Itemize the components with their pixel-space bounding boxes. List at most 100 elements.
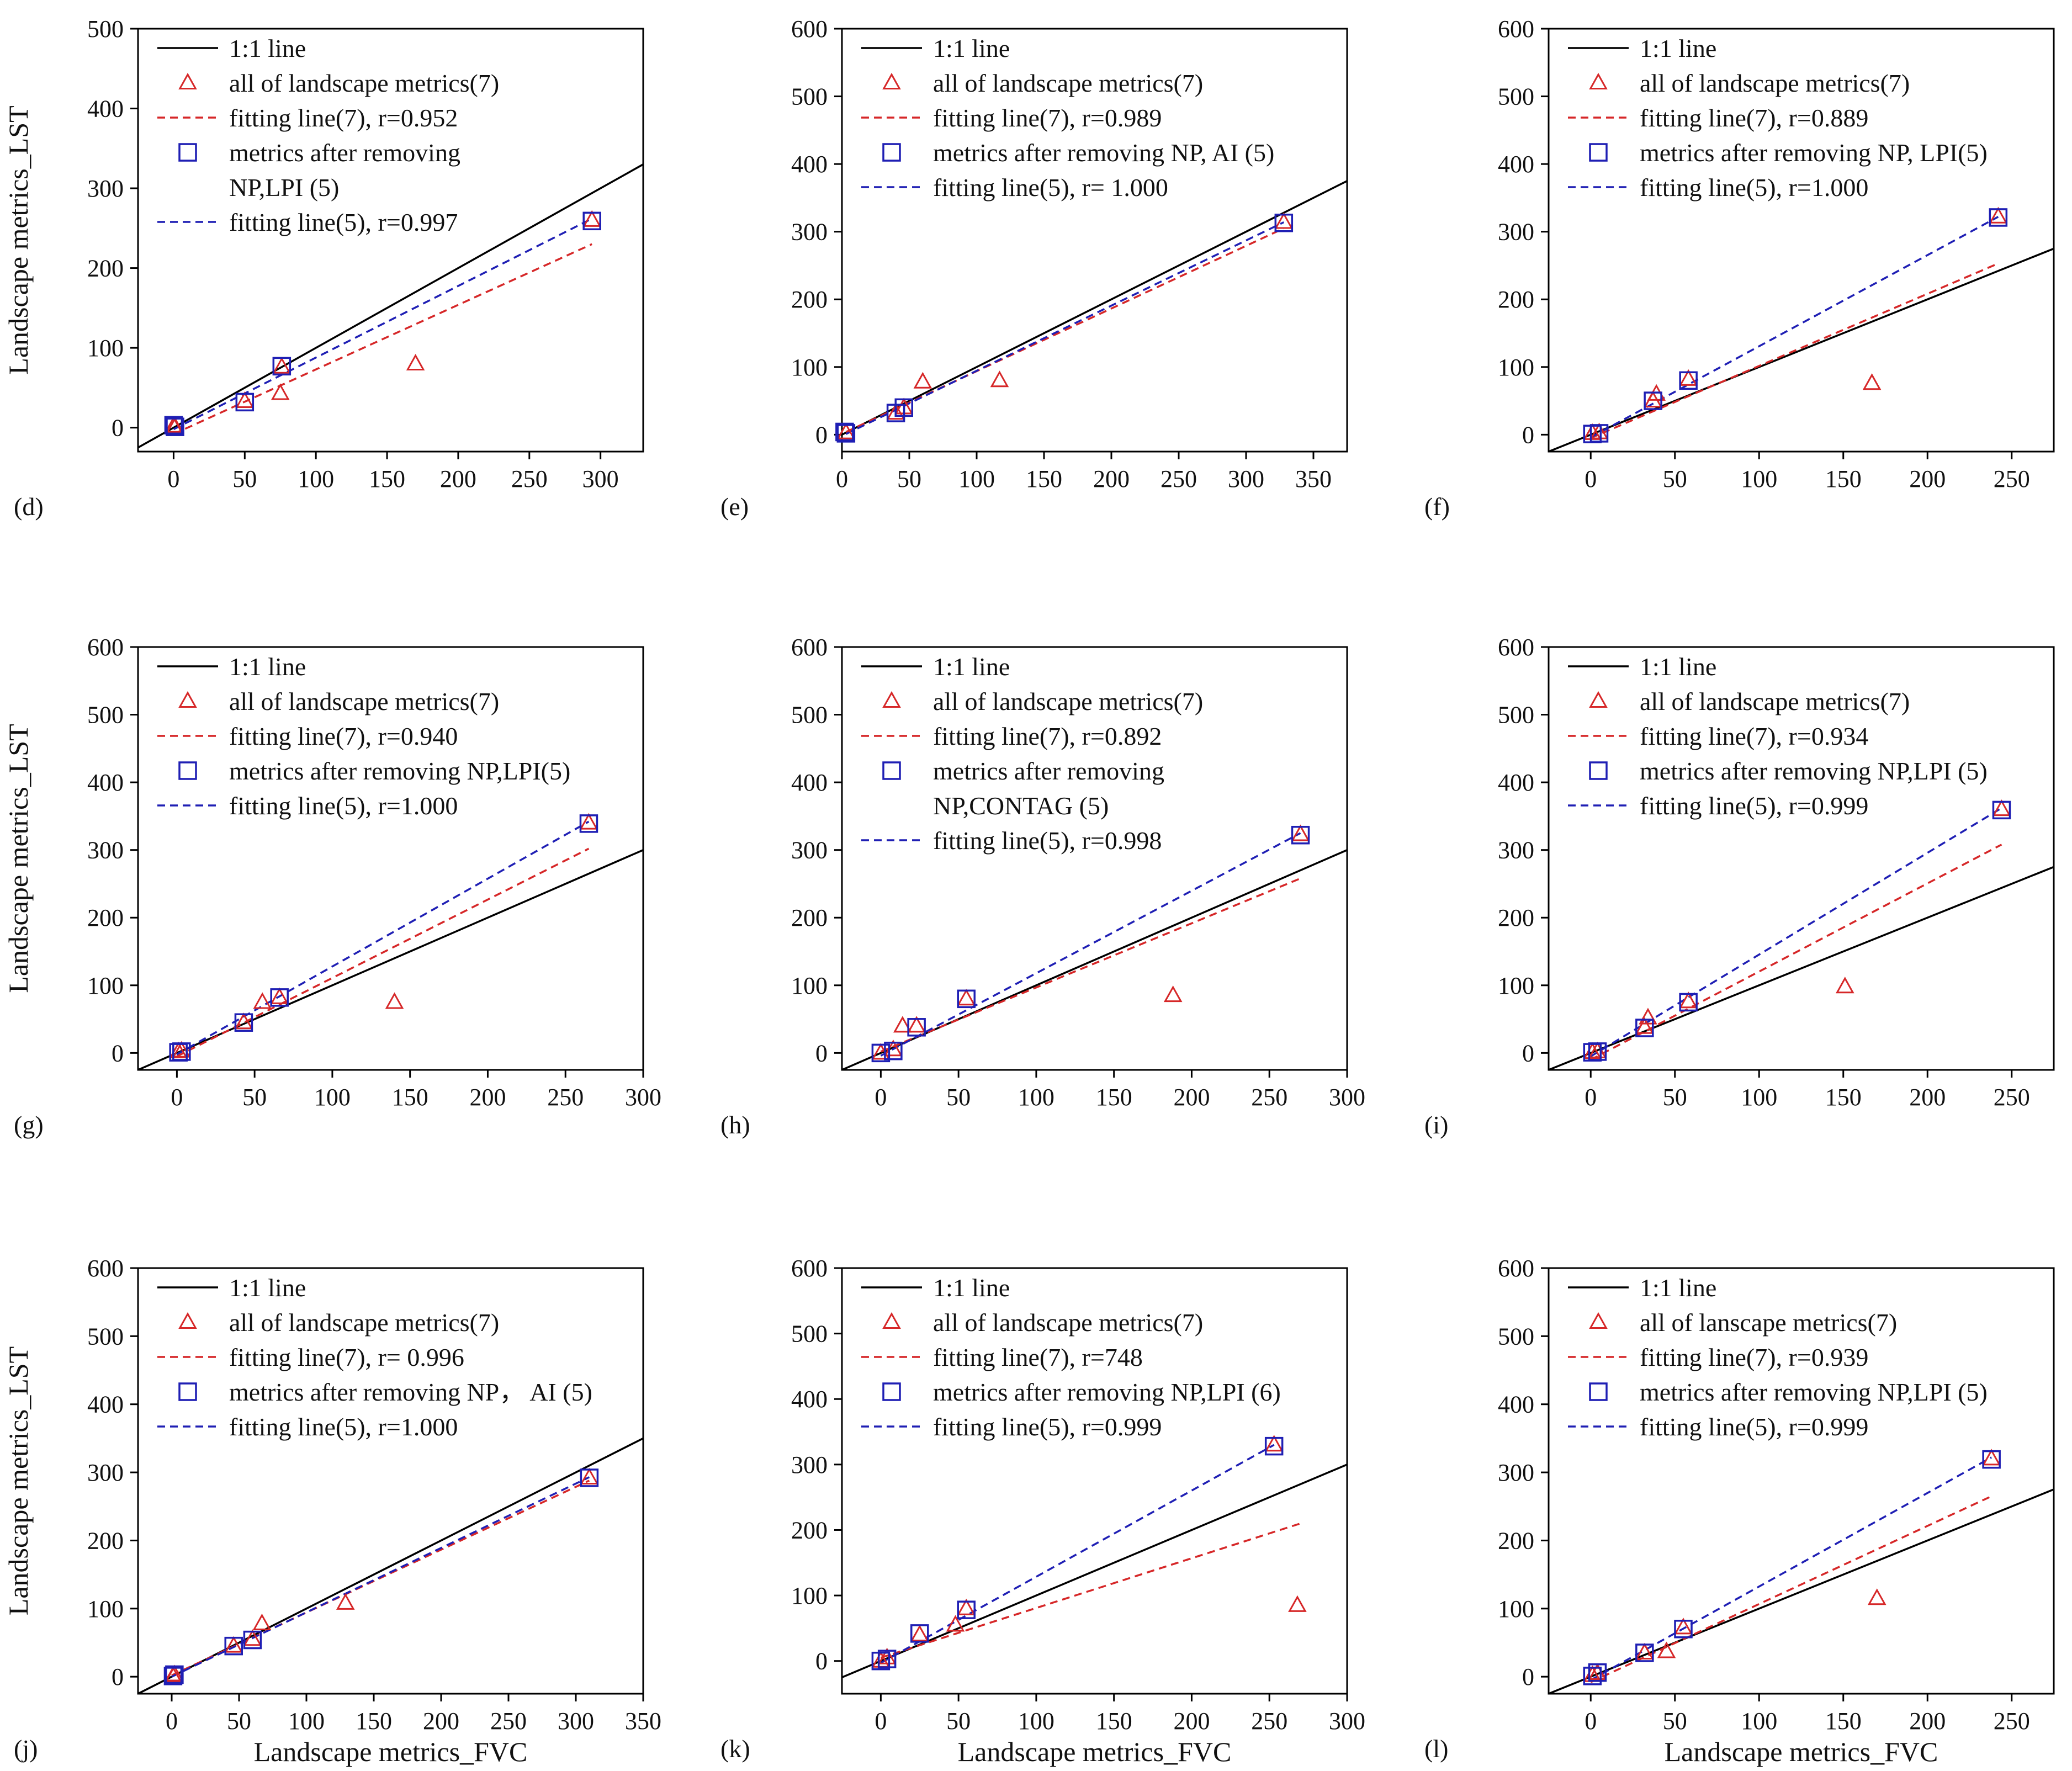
x-tick-label: 0 (167, 465, 179, 492)
y-tick-label: 100 (1498, 972, 1534, 999)
triangle-point (913, 372, 932, 389)
plot-markers (169, 813, 598, 1062)
legend-label: all of landscape metrics(7) (933, 687, 1203, 715)
y-tick-label: 300 (1498, 219, 1534, 246)
y-tick-label: 500 (87, 1323, 124, 1350)
triangle-point (272, 357, 292, 374)
panel-tag: (e) (720, 492, 749, 521)
x-tick-label: 50 (897, 465, 921, 492)
square-point (580, 1468, 599, 1487)
y-tick-label: 600 (791, 1255, 828, 1282)
fitting-line-7 (1590, 844, 2002, 1061)
fitting-line-5 (1590, 1456, 1992, 1681)
one-to-one-line (1549, 247, 2054, 452)
legend-label: 1:1 line (933, 653, 1010, 681)
legend-label: all of landscape metrics(7) (229, 69, 499, 97)
x-tick-label: 300 (625, 1084, 661, 1111)
triangle-point (1835, 977, 1854, 994)
y-tick-label: 200 (87, 1527, 124, 1554)
y-tick-label: 500 (1498, 83, 1534, 110)
legend-label: all of landscape metrics(7) (1640, 69, 1910, 97)
legend-label: fitting line(7), r=0.939 (1640, 1343, 1868, 1371)
legend: 1:1 line all of landscape metrics(7) fitti… (157, 34, 499, 236)
legend: 1:1 line all of landscape metrics(7) fitti… (157, 653, 570, 820)
y-tick-label: 100 (87, 1595, 124, 1622)
triangle-point (253, 992, 272, 1009)
one-to-one-line (842, 849, 1347, 1070)
panel-f: 0 50 100 150 200 250 0 100 200 300 400 500 600 1:1 li… (1424, 15, 2055, 521)
legend-label: all of landscape metrics(7) (933, 1308, 1203, 1337)
triangle-point (234, 1012, 253, 1030)
square-point (1274, 213, 1294, 232)
x-tick-label: 250 (1994, 1708, 2030, 1735)
y-tick-label: 100 (1498, 1595, 1534, 1622)
square-point (1291, 825, 1310, 845)
x-tick-label: 50 (946, 1708, 971, 1735)
y-tick-label: 600 (87, 1255, 124, 1282)
y-tick-label: 0 (1522, 1663, 1534, 1690)
x-tick-label: 50 (1663, 1084, 1687, 1111)
y-tick-label: 600 (1498, 15, 1534, 43)
y-tick-label: 200 (791, 286, 828, 313)
y-tick-label: 500 (1498, 702, 1534, 729)
fitting-line-5 (845, 221, 1285, 435)
panel-g: 0 50 100 150 200 250 300 0 100 200 300 400 500 600 1:1… (3, 634, 661, 1139)
x-tick-label: 300 (1329, 1084, 1365, 1111)
plot-frame (841, 28, 1348, 453)
legend-label: metrics after removing NP， AI (5) (229, 1378, 592, 1406)
panel-tag: (h) (720, 1111, 750, 1139)
plot-frame (1548, 28, 2055, 453)
square-point (871, 1651, 891, 1671)
square-point (270, 988, 289, 1007)
y-tick-label: 0 (112, 1663, 124, 1690)
triangle-point (1635, 1017, 1654, 1034)
square-point (1679, 993, 1698, 1012)
panel-tag: (d) (14, 492, 44, 521)
y-tick-label: 200 (791, 904, 828, 931)
triangle-point (1992, 799, 2011, 816)
legend-label: fitting line(5), r=0.999 (1640, 1413, 1868, 1441)
x-tick-label: 250 (1994, 465, 2030, 492)
square-point (907, 1018, 926, 1037)
y-tick-label: 200 (1498, 904, 1534, 931)
square-point (877, 1650, 897, 1668)
x-tick-label: 200 (1909, 1708, 1946, 1735)
x-tick-label: 100 (1741, 465, 1777, 492)
legend-label: fitting line(5), r=0.998 (933, 826, 1162, 855)
plot-lines (842, 180, 1347, 436)
square-point (910, 1624, 929, 1643)
y-tick-label: 100 (791, 1582, 828, 1609)
y-tick-label: 300 (791, 1451, 828, 1478)
x-tick-label: 100 (1741, 1084, 1777, 1111)
x-tick-label: 150 (1825, 1084, 1862, 1111)
triangle-point (1288, 1595, 1307, 1612)
legend-square-marker (178, 1382, 197, 1401)
triangle-point (1867, 1588, 1886, 1605)
square-point (1644, 391, 1662, 410)
legend-label: metrics after removing (933, 757, 1164, 785)
one-to-one-line (842, 180, 1347, 436)
legend-label: fitting line(7), r=0.989 (933, 104, 1162, 132)
x-axis-title: Landscape metrics_FVC (254, 1736, 528, 1767)
legend: 1:1 line all of landscape metrics(7) fitti… (1568, 653, 1988, 820)
square-point (164, 416, 183, 435)
x-tick-label: 100 (314, 1084, 351, 1111)
triangle-point (1291, 824, 1310, 841)
legend-label: 1:1 line (229, 34, 306, 62)
triangle-point (907, 1016, 926, 1033)
plot-frame (137, 1267, 644, 1695)
plot-frame (1548, 1267, 2055, 1695)
one-to-one-line (138, 163, 643, 449)
square-point (1635, 1019, 1654, 1037)
y-tick-label: 400 (791, 769, 828, 796)
panel-h: 0 50 100 150 200 250 300 0 100 200 300 400 500 600 1:1… (720, 634, 1365, 1139)
legend: 1:1 line all of landscape metrics(7) fitti… (861, 653, 1203, 855)
legend-triangle-marker (882, 72, 901, 89)
y-tick-label: 300 (87, 837, 124, 864)
legend-triangle-marker (178, 72, 197, 89)
legend-square-marker (882, 1382, 901, 1401)
legend-square-marker (178, 761, 197, 780)
legend-label: 1:1 line (933, 34, 1010, 62)
y-tick-label: 400 (791, 1386, 828, 1413)
y-axis-title: Landscape metrics_LST (3, 1346, 34, 1615)
